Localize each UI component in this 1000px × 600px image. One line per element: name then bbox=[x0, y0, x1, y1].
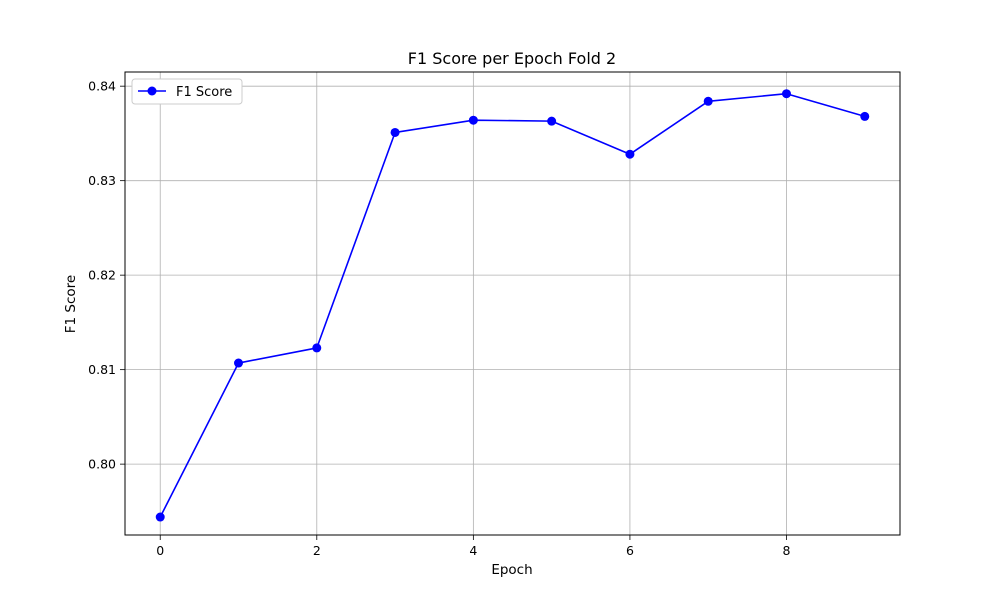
y-tick-label: 0.82 bbox=[88, 268, 116, 283]
plot-frame bbox=[124, 71, 901, 536]
data-point bbox=[860, 111, 870, 121]
data-point bbox=[547, 116, 557, 126]
legend: F1 Score bbox=[131, 78, 243, 105]
y-axis-ticks: 0.80 0.81 0.82 0.83 0.84 bbox=[88, 79, 125, 472]
series-line bbox=[159, 92, 865, 518]
data-point bbox=[703, 96, 713, 106]
data-point bbox=[625, 149, 635, 159]
data-point bbox=[155, 512, 165, 522]
x-axis-label: Epoch bbox=[491, 562, 532, 578]
x-tick-label: 8 bbox=[783, 543, 791, 558]
data-point bbox=[390, 127, 400, 137]
x-axis-ticks: 0 2 4 6 8 bbox=[156, 535, 791, 558]
y-tick-label: 0.84 bbox=[88, 79, 116, 94]
legend-marker bbox=[147, 86, 157, 96]
series-layer bbox=[155, 89, 870, 522]
y-tick-label: 0.80 bbox=[88, 457, 116, 472]
data-point bbox=[781, 89, 791, 99]
x-tick-label: 6 bbox=[626, 543, 634, 558]
grid bbox=[125, 72, 900, 535]
y-axis-label: F1 Score bbox=[63, 275, 79, 333]
legend-box bbox=[131, 78, 243, 105]
data-point bbox=[234, 358, 244, 368]
data-point bbox=[468, 115, 478, 125]
legend-label: F1 Score bbox=[176, 85, 232, 100]
x-tick-label: 4 bbox=[469, 543, 477, 558]
x-tick-label: 2 bbox=[313, 543, 321, 558]
data-point bbox=[312, 343, 322, 353]
x-tick-label: 0 bbox=[156, 543, 164, 558]
chart-title: F1 Score per Epoch Fold 2 bbox=[408, 49, 616, 68]
y-tick-label: 0.81 bbox=[88, 362, 116, 377]
y-tick-label: 0.83 bbox=[88, 173, 116, 188]
